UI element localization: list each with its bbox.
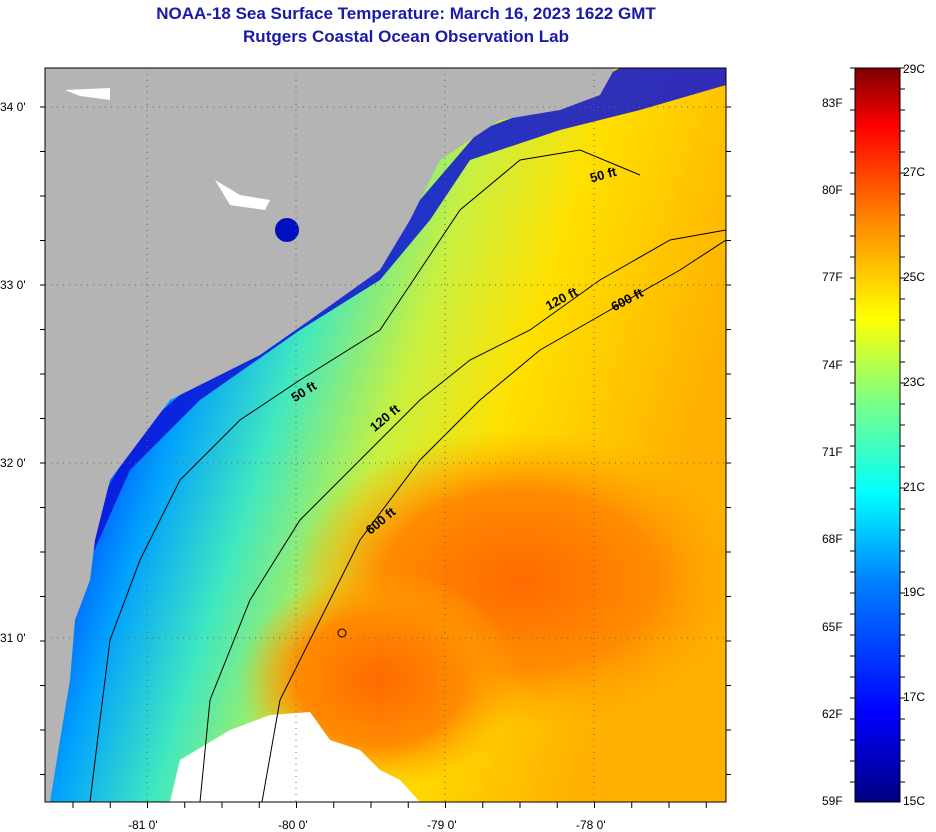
isobath-50ft [89, 149, 641, 802]
colorbar-c-label: 17C [903, 690, 926, 704]
lat-label: 34 0' [0, 100, 26, 114]
map-subtitle: Rutgers Coastal Ocean Observation Lab [243, 27, 569, 46]
colorbar-f-label: 77F [822, 270, 843, 284]
colorbar-c-label: 27C [903, 165, 926, 179]
colorbar-c-label: 29C [903, 62, 926, 76]
colorbar-c-label: 23C [903, 375, 926, 389]
colorbar-f-label: 74F [822, 358, 843, 372]
map-title: NOAA-18 Sea Surface Temperature: March 1… [156, 4, 656, 23]
isobath-600ft [261, 239, 726, 802]
colorbar-f-label: 59F [822, 794, 843, 808]
colorbar-c-label: 15C [903, 794, 926, 808]
colorbar-f-label: 65F [822, 620, 843, 634]
colorbar [854, 67, 901, 803]
isobath-120ft [199, 229, 726, 802]
lon-label: -81 0' [128, 818, 158, 832]
land-area [45, 68, 615, 802]
graticule [45, 68, 726, 802]
lon-label: -80 0' [278, 818, 308, 832]
colorbar-f-label: 68F [822, 532, 843, 546]
lat-label: 31 0' [0, 631, 26, 645]
lat-label: 32 0' [0, 456, 26, 470]
lon-label: -79 0' [427, 818, 457, 832]
colorbar-c-label: 21C [903, 480, 926, 494]
cloud-mask [170, 712, 420, 802]
lon-label: -78 0' [576, 818, 606, 832]
map-frame [44, 67, 727, 803]
colorbar-c-label: 25C [903, 270, 926, 284]
colorbar-f-label: 83F [822, 96, 843, 110]
contour-label: 50 ft [588, 164, 618, 186]
colorbar-f-label: 62F [822, 707, 843, 721]
colorbar-c-label: 19C [903, 585, 926, 599]
lat-label: 33 0' [0, 278, 26, 292]
colorbar-f-label: 80F [822, 183, 843, 197]
colorbar-f-label: 71F [822, 445, 843, 459]
